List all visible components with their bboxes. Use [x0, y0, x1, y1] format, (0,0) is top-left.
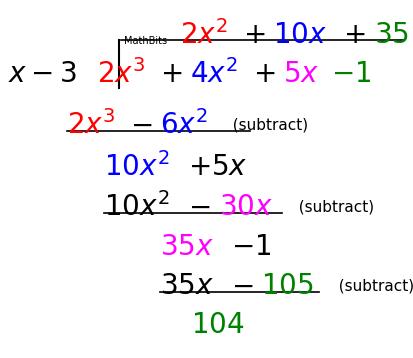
Text: $2x^2$: $2x^2$: [180, 20, 228, 50]
Text: $-1$: $-1$: [330, 60, 370, 88]
Text: (subtract): (subtract): [222, 117, 307, 132]
Text: $10x^2$: $10x^2$: [103, 192, 169, 222]
Text: $+$: $+$: [342, 21, 365, 49]
Text: $35$: $35$: [373, 21, 408, 49]
Text: $2x^3$: $2x^3$: [97, 59, 145, 89]
Text: $+5x$: $+5x$: [188, 153, 247, 181]
Text: $+$: $+$: [160, 60, 182, 88]
Text: $2x^3$: $2x^3$: [67, 110, 115, 140]
Text: $10x$: $10x$: [273, 21, 326, 49]
Text: $-$: $-$: [188, 193, 210, 221]
Text: $-$: $-$: [130, 111, 152, 139]
Text: $35x$: $35x$: [160, 233, 214, 261]
Text: $-$: $-$: [230, 272, 252, 300]
Text: $+$: $+$: [242, 21, 265, 49]
Text: $4x^2$: $4x^2$: [190, 59, 237, 89]
Text: (subtract): (subtract): [329, 279, 413, 294]
Text: MathBits: MathBits: [123, 37, 166, 47]
Text: $-1$: $-1$: [230, 233, 270, 261]
Text: $30x$: $30x$: [218, 193, 272, 221]
Text: $105$: $105$: [260, 272, 313, 300]
Text: $5x$: $5x$: [282, 60, 319, 88]
Text: $35x$: $35x$: [160, 272, 214, 300]
Text: $6x^2$: $6x^2$: [160, 110, 208, 140]
Text: $10x^2$: $10x^2$: [103, 152, 169, 182]
Text: $x-3$: $x-3$: [8, 60, 77, 88]
Text: (subtract): (subtract): [288, 199, 373, 214]
Text: $+$: $+$: [252, 60, 275, 88]
Text: $104$: $104$: [190, 311, 244, 339]
